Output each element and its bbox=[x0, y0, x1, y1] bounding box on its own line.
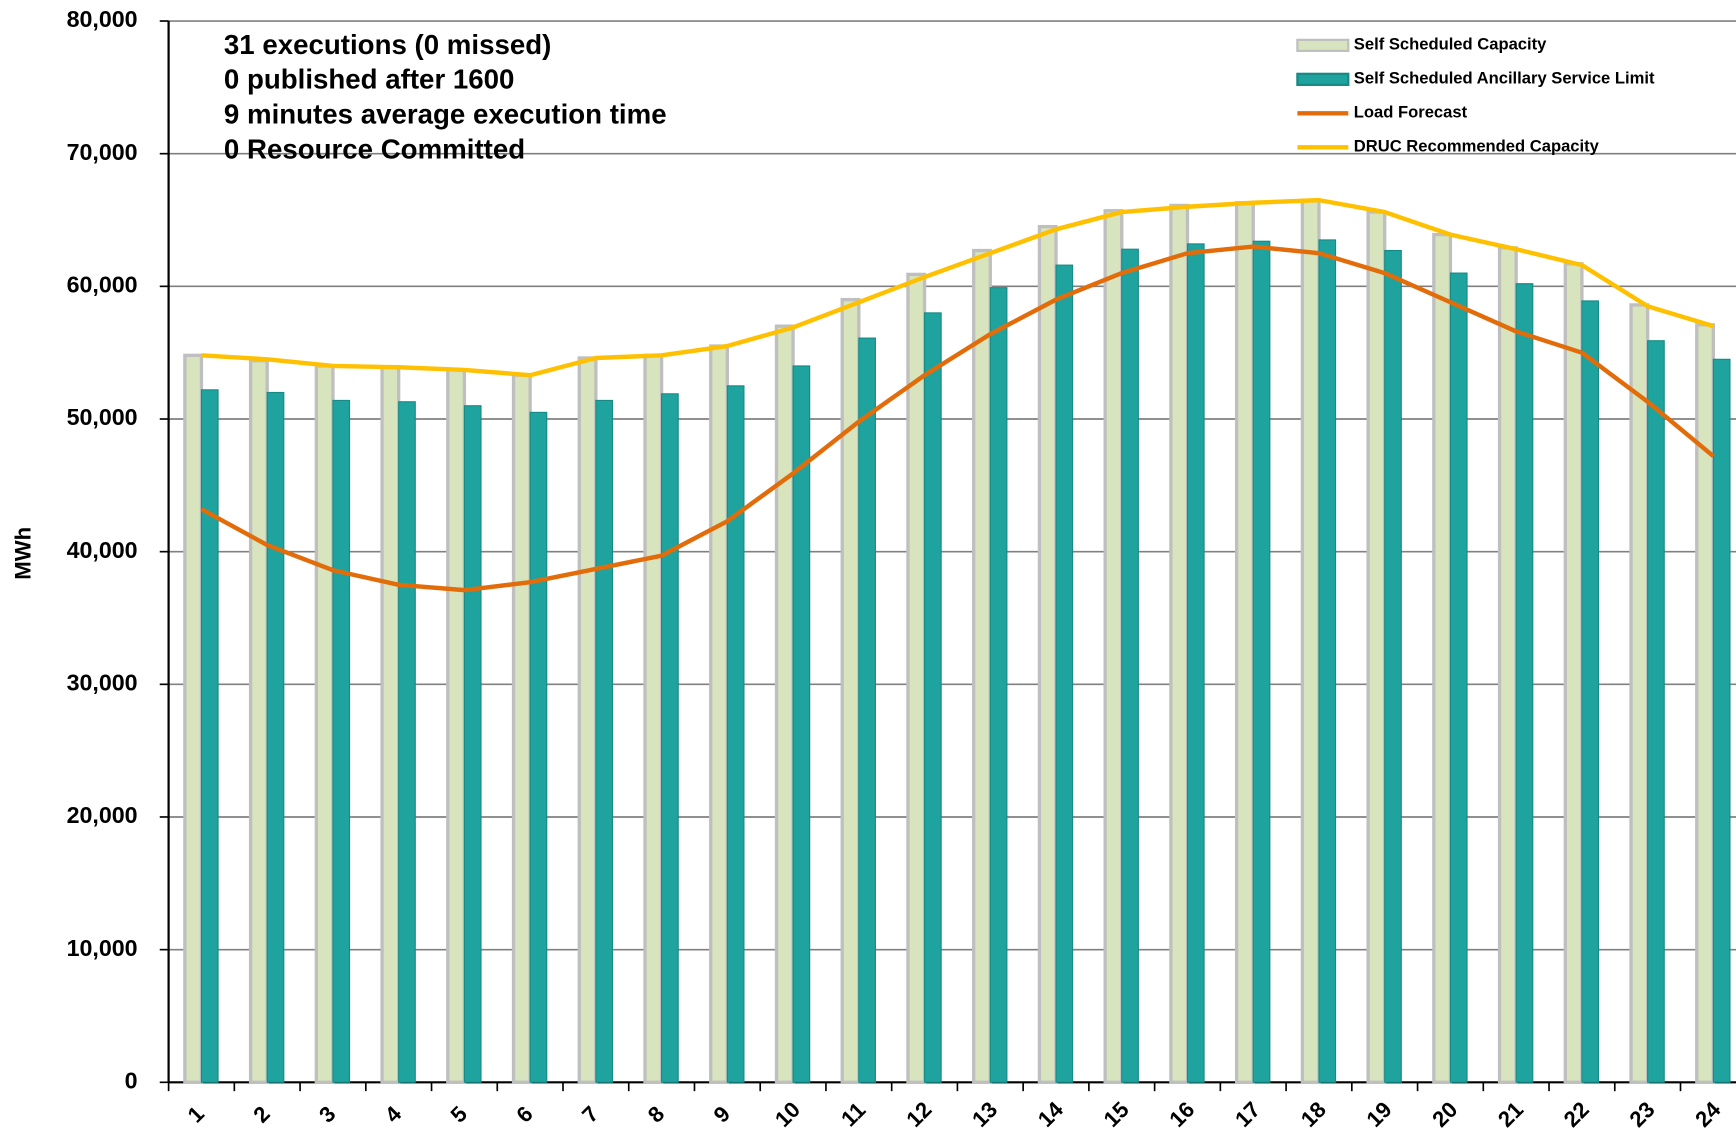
bar bbox=[1647, 340, 1665, 1083]
annotation: 9 minutes average execution time bbox=[224, 99, 667, 130]
bar bbox=[1169, 203, 1190, 1084]
x-tick-label: 19 bbox=[1362, 1097, 1397, 1131]
y-tick-label: 70,000 bbox=[67, 139, 138, 165]
x-tick-label: 10 bbox=[770, 1097, 805, 1131]
bar bbox=[446, 368, 467, 1084]
x-tick-label: 1 bbox=[183, 1101, 209, 1127]
x-tick-label: 24 bbox=[1690, 1096, 1726, 1131]
bar bbox=[1121, 248, 1139, 1083]
bar bbox=[332, 399, 351, 1083]
bar bbox=[792, 365, 811, 1083]
annotation: 31 executions (0 missed) bbox=[224, 29, 551, 60]
x-tick-label: 22 bbox=[1559, 1097, 1594, 1131]
x-tick-label: 11 bbox=[836, 1097, 870, 1131]
x-tick-label: 6 bbox=[511, 1101, 537, 1127]
y-tick-label: 0 bbox=[125, 1067, 138, 1093]
bar bbox=[183, 353, 204, 1084]
x-tick-label: 5 bbox=[446, 1101, 472, 1127]
line bbox=[201, 197, 1715, 378]
bar bbox=[1695, 323, 1716, 1084]
x-tick-label: 9 bbox=[709, 1101, 735, 1127]
x-tick-label: 23 bbox=[1624, 1097, 1659, 1131]
x-tick-label: 2 bbox=[248, 1101, 274, 1127]
bar bbox=[1712, 358, 1731, 1083]
bar bbox=[1563, 262, 1584, 1084]
bar bbox=[1103, 209, 1124, 1084]
bar bbox=[577, 356, 598, 1084]
y-tick-label: 50,000 bbox=[67, 404, 138, 430]
y-tick-label: 10,000 bbox=[67, 935, 138, 961]
bar bbox=[661, 393, 679, 1083]
y-axis-label: MWh bbox=[11, 527, 36, 580]
x-tick-label: 8 bbox=[643, 1101, 669, 1127]
x-tick-label: 13 bbox=[967, 1097, 1002, 1131]
bar bbox=[989, 287, 1008, 1083]
x-tick-label: 20 bbox=[1427, 1097, 1462, 1131]
bar bbox=[314, 364, 335, 1084]
bar bbox=[858, 337, 876, 1083]
x-tick-label: 7 bbox=[577, 1101, 603, 1127]
y-tick-label: 60,000 bbox=[67, 271, 138, 297]
bar bbox=[906, 272, 927, 1084]
legend-label: Self Scheduled Capacity bbox=[1354, 35, 1547, 54]
bar bbox=[266, 391, 285, 1083]
x-tick-label: 14 bbox=[1033, 1096, 1069, 1131]
bar bbox=[840, 297, 861, 1084]
y-tick-label: 80,000 bbox=[67, 6, 138, 32]
y-tick-label: 20,000 bbox=[67, 802, 138, 828]
x-tick-label: 18 bbox=[1296, 1097, 1331, 1131]
bar bbox=[1252, 240, 1271, 1083]
x-tick-label: 3 bbox=[314, 1101, 340, 1127]
bar bbox=[1497, 246, 1518, 1084]
bar bbox=[1318, 239, 1337, 1083]
y-tick-label: 30,000 bbox=[67, 669, 138, 695]
bar bbox=[1186, 243, 1205, 1083]
bar bbox=[595, 399, 614, 1083]
bar bbox=[529, 411, 548, 1083]
legend-label: Self Scheduled Ancillary Service Limit bbox=[1354, 69, 1655, 88]
bar bbox=[1384, 249, 1402, 1083]
bar bbox=[463, 405, 482, 1083]
x-tick-label: 17 bbox=[1230, 1097, 1265, 1131]
bar bbox=[1037, 224, 1058, 1084]
bar bbox=[200, 389, 219, 1083]
x-tick-label: 16 bbox=[1164, 1097, 1199, 1131]
x-tick-label: 15 bbox=[1099, 1097, 1134, 1131]
x-tick-label: 21 bbox=[1493, 1097, 1528, 1131]
bar bbox=[1055, 264, 1074, 1083]
bar bbox=[1300, 198, 1321, 1084]
bar bbox=[709, 344, 730, 1084]
bar bbox=[1515, 283, 1534, 1083]
annotation: 0 published after 1600 bbox=[224, 64, 515, 95]
bar bbox=[972, 248, 992, 1084]
bar bbox=[1449, 272, 1468, 1083]
bar bbox=[1581, 300, 1600, 1083]
bar bbox=[726, 385, 745, 1083]
legend-swatch bbox=[1296, 72, 1350, 86]
legend-label: DRUC Recommended Capacity bbox=[1354, 137, 1600, 156]
x-tick-label: 4 bbox=[380, 1101, 407, 1128]
bar bbox=[511, 373, 532, 1084]
line bbox=[200, 244, 1715, 593]
bar bbox=[248, 358, 269, 1084]
bar bbox=[1432, 232, 1453, 1084]
legend-swatch bbox=[1296, 38, 1350, 53]
legend-label: Load Forecast bbox=[1354, 103, 1468, 122]
bar bbox=[774, 324, 795, 1084]
annotation: 0 Resource Committed bbox=[224, 133, 525, 164]
bar bbox=[1629, 303, 1650, 1084]
bar bbox=[643, 353, 664, 1084]
bar bbox=[923, 312, 942, 1083]
y-tick-label: 40,000 bbox=[67, 537, 138, 563]
bar bbox=[1366, 210, 1387, 1084]
x-tick-label: 12 bbox=[901, 1097, 936, 1131]
bar bbox=[380, 365, 401, 1084]
bar bbox=[1234, 201, 1255, 1084]
bar bbox=[398, 401, 416, 1083]
